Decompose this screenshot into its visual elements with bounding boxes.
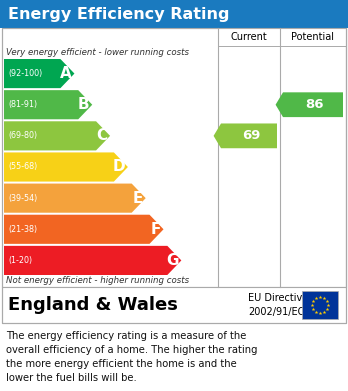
Polygon shape	[4, 246, 181, 275]
Polygon shape	[4, 152, 128, 181]
Text: 69: 69	[242, 129, 260, 142]
Bar	[0, 0, 348, 28]
Polygon shape	[276, 92, 343, 117]
Bar	[280, 28, 346, 46]
Polygon shape	[214, 124, 277, 148]
Text: The energy efficiency rating is a measure of the
overall efficiency of a home. T: The energy efficiency rating is a measur…	[6, 331, 258, 383]
Text: (55-68): (55-68)	[8, 163, 37, 172]
Polygon shape	[4, 183, 146, 213]
Text: Very energy efficient - lower running costs: Very energy efficient - lower running co…	[6, 48, 189, 57]
Polygon shape	[4, 90, 92, 119]
Bar	[2, 28, 346, 287]
Text: England & Wales: England & Wales	[8, 296, 178, 314]
Bar	[2, 28, 346, 323]
Bar	[218, 28, 280, 46]
Polygon shape	[4, 121, 110, 151]
Bar	[302, 291, 338, 319]
Text: (21-38): (21-38)	[8, 225, 37, 234]
Text: Energy Efficiency Rating: Energy Efficiency Rating	[8, 7, 229, 22]
Text: E: E	[132, 191, 143, 206]
Text: (39-54): (39-54)	[8, 194, 37, 203]
Text: F: F	[150, 222, 160, 237]
Text: (92-100): (92-100)	[8, 69, 42, 78]
Text: B: B	[78, 97, 89, 112]
Text: G: G	[166, 253, 179, 268]
Text: C: C	[96, 128, 107, 143]
Text: D: D	[112, 160, 125, 174]
Text: Current: Current	[231, 32, 267, 42]
Text: EU Directive
2002/91/EC: EU Directive 2002/91/EC	[248, 293, 308, 317]
Text: Potential: Potential	[292, 32, 334, 42]
Text: 86: 86	[306, 98, 324, 111]
Polygon shape	[4, 59, 74, 88]
Text: A: A	[60, 66, 71, 81]
Text: (81-91): (81-91)	[8, 100, 37, 109]
Text: (69-80): (69-80)	[8, 131, 37, 140]
Text: (1-20): (1-20)	[8, 256, 32, 265]
Text: Not energy efficient - higher running costs: Not energy efficient - higher running co…	[6, 276, 189, 285]
Bar	[2, 287, 346, 323]
Polygon shape	[4, 215, 164, 244]
